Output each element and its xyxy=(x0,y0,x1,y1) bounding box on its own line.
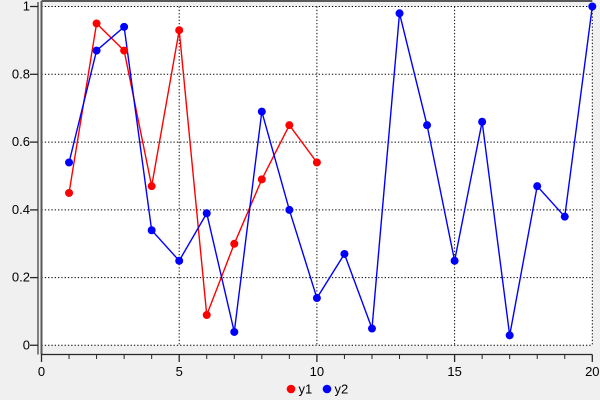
svg-text:20: 20 xyxy=(585,364,599,379)
svg-text:0.8: 0.8 xyxy=(12,66,30,81)
svg-text:0.6: 0.6 xyxy=(12,134,30,149)
svg-text:0.2: 0.2 xyxy=(12,270,30,285)
svg-text:1: 1 xyxy=(23,0,30,14)
svg-text:0.4: 0.4 xyxy=(12,202,30,217)
svg-text:0: 0 xyxy=(38,364,45,379)
svg-text:10: 10 xyxy=(310,364,324,379)
svg-text:0: 0 xyxy=(23,337,30,352)
svg-text:5: 5 xyxy=(176,364,183,379)
svg-text:15: 15 xyxy=(447,364,461,379)
svg-text:y2: y2 xyxy=(335,382,349,397)
svg-text:y1: y1 xyxy=(299,382,313,397)
